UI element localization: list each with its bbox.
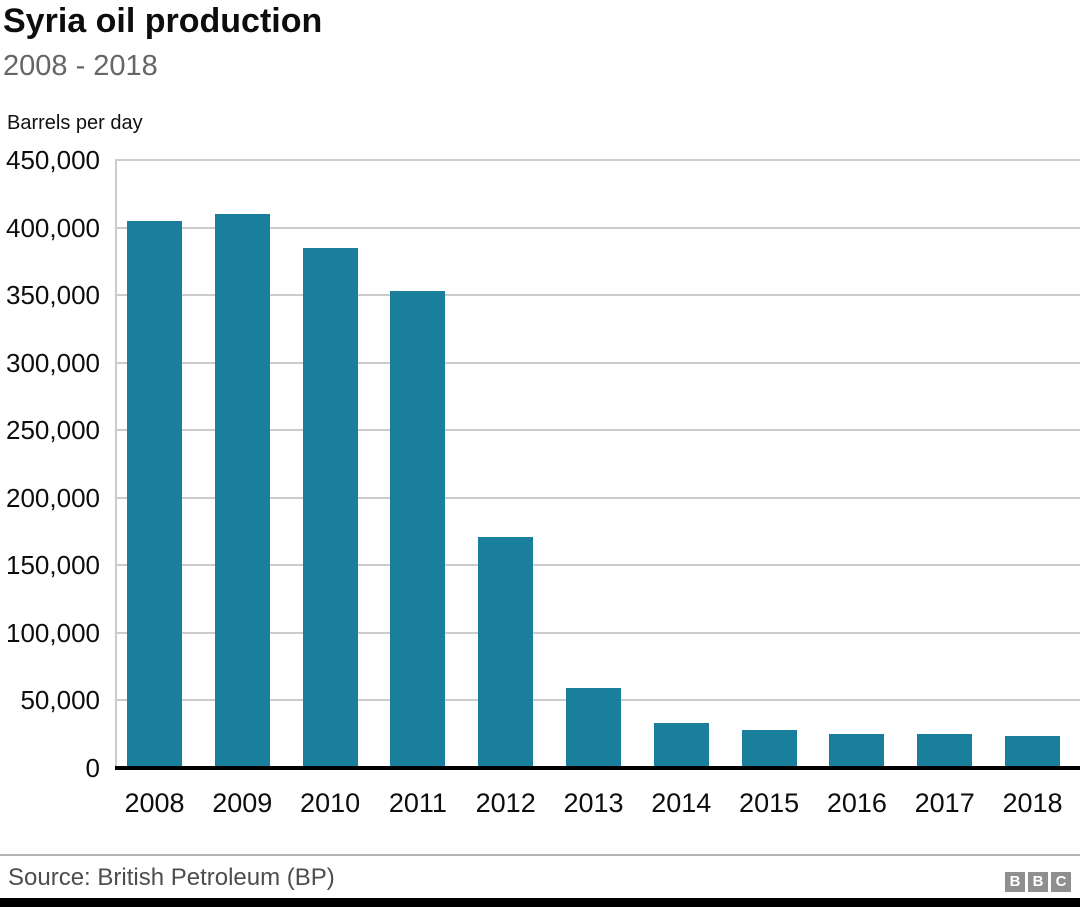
bar-2008 [127, 220, 182, 768]
grid-line [115, 564, 1080, 567]
grid-line [115, 159, 1080, 161]
x-axis-tick-label: 2011 [388, 788, 447, 818]
source-text: Source: British Petroleum (BP) [8, 864, 335, 891]
x-axis-tick-label: 2018 [1002, 788, 1063, 818]
x-axis-tick-label: 2012 [475, 788, 536, 818]
y-axis-tick-label: 0 [85, 753, 100, 783]
bbc-logo-block: B [1005, 872, 1025, 892]
bottom-black-bar [0, 898, 1080, 907]
x-axis-tick-label: 2015 [739, 788, 800, 818]
y-axis-tick-label: 400,000 [6, 212, 100, 243]
bar-2018 [1005, 735, 1060, 768]
y-axis-tick-label: 450,000 [6, 145, 100, 175]
x-axis-line [115, 766, 1080, 770]
bar-2014 [653, 723, 709, 768]
grid-line [115, 361, 1080, 364]
grid-line [115, 496, 1080, 499]
y-axis-line [115, 160, 117, 768]
x-axis-tick-label: 2009 [212, 788, 273, 818]
page-subtitle: 2008 - 2018 [3, 50, 158, 82]
y-axis-tick-label: 100,000 [6, 617, 100, 648]
bbc-logo-block: C [1051, 872, 1071, 892]
bar-2012 [478, 536, 534, 768]
x-axis-tick-label: 2014 [651, 788, 712, 818]
y-axis-tick-label: 50,000 [20, 685, 100, 716]
y-axis-tick-label: 250,000 [6, 415, 100, 446]
grid-line [115, 631, 1080, 634]
x-axis-tick-label: 2017 [914, 788, 975, 818]
y-axis-tick-label: 150,000 [6, 550, 100, 581]
grid-line [115, 429, 1080, 432]
y-axis-tick-label: 350,000 [6, 280, 100, 311]
x-axis-tick-label: 2010 [300, 788, 361, 818]
bbc-logo-block: B [1028, 872, 1048, 892]
page-title: Syria oil production [3, 2, 323, 40]
x-axis-tick-label: 2013 [563, 788, 624, 818]
grid-line [115, 226, 1080, 229]
bar-2009 [214, 214, 270, 768]
bar-2011 [390, 291, 446, 768]
y-axis-tick-label: 200,000 [6, 482, 100, 513]
bar-2017 [917, 734, 973, 768]
grid-line [115, 294, 1080, 297]
bar-2013 [566, 688, 621, 768]
y-axis-unit-label: Barrels per day [7, 112, 143, 134]
y-axis-tick-label: 300,000 [6, 347, 100, 378]
x-axis-tick-label: 2008 [124, 788, 185, 818]
bar-2015 [741, 730, 797, 768]
bar-2016 [829, 734, 885, 768]
x-axis-tick-label: 2016 [826, 788, 887, 818]
footer-divider-line [0, 854, 1080, 856]
bar-2010 [302, 247, 358, 768]
